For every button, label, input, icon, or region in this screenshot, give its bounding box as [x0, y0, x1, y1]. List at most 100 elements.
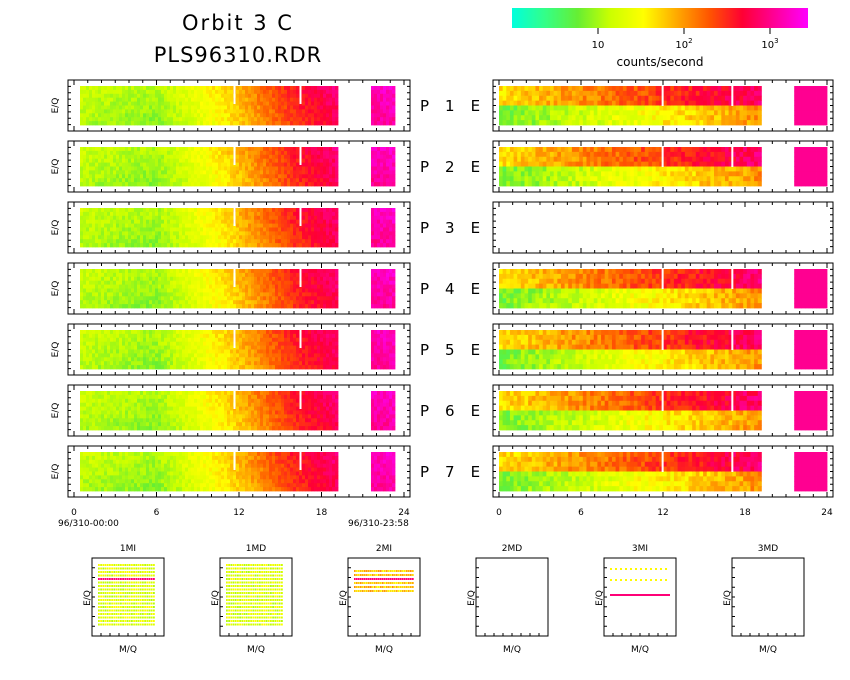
- heatmap-cell: [808, 110, 813, 116]
- heatmap-cell: [808, 86, 813, 92]
- heatmap-cell: [218, 166, 222, 171]
- heatmap-cell: [140, 288, 144, 293]
- heatmap-cell: [386, 174, 390, 179]
- heatmap-cell: [119, 211, 123, 217]
- heatmap-cell: [266, 147, 270, 152]
- heatmap-cell: [260, 178, 264, 183]
- heatmap-cell: [615, 115, 620, 121]
- heatmap-cell: [377, 166, 381, 171]
- heatmap-cell: [146, 117, 150, 122]
- heatmap-cell: [272, 231, 276, 236]
- heatmap-cell: [197, 89, 201, 95]
- heatmap-cell: [386, 101, 390, 106]
- heatmap-cell: [314, 89, 318, 95]
- heatmap-cell: [392, 147, 396, 152]
- heatmap-cell: [161, 227, 165, 232]
- heatmap-cell: [630, 115, 635, 121]
- heatmap-cell: [724, 95, 729, 102]
- heatmap-cell: [125, 235, 129, 240]
- heatmap-cell: [227, 97, 231, 102]
- heatmap-cell: [560, 115, 565, 121]
- heatmap-cell: [107, 158, 111, 163]
- heatmap-cell: [611, 95, 617, 102]
- heatmap-cell: [248, 223, 252, 228]
- heatmap-cell: [746, 90, 751, 97]
- heatmap-cell: [524, 171, 529, 177]
- heatmap-cell: [663, 151, 668, 158]
- heatmap-cell: [197, 150, 201, 156]
- heatmap-cell: [801, 110, 806, 116]
- heatmap-cell: [254, 211, 258, 217]
- heatmap-cell: [266, 117, 270, 122]
- heatmap-cell: [299, 105, 303, 110]
- heatmap-cell: [191, 158, 195, 163]
- heatmap-cell: [528, 100, 533, 106]
- heatmap-cell: [146, 105, 150, 110]
- heatmap-cell: [92, 97, 96, 102]
- heatmap-cell: [170, 170, 174, 175]
- heatmap-cell: [332, 158, 336, 163]
- heatmap-cell: [110, 174, 114, 179]
- heatmap-cell: [113, 280, 117, 285]
- heatmap-cell: [143, 280, 147, 285]
- heatmap-cell: [377, 215, 381, 221]
- heatmap-cell: [663, 161, 668, 167]
- heatmap-cell: [311, 154, 315, 160]
- heatmap-cell: [332, 86, 336, 91]
- heatmap-cell: [194, 280, 198, 285]
- p-panel-ylabel: E/Q: [51, 159, 61, 175]
- heatmap-cell: [284, 178, 288, 183]
- heatmap-cell: [323, 117, 327, 122]
- heatmap-cell: [290, 231, 294, 236]
- heatmap-cell: [98, 121, 102, 126]
- heatmap-cell: [98, 272, 102, 278]
- heatmap-cell: [83, 292, 87, 297]
- heatmap-cell: [221, 109, 225, 114]
- heatmap-cell: [206, 154, 210, 160]
- heatmap-cell: [242, 105, 246, 110]
- heatmap-cell: [260, 109, 264, 114]
- heatmap-cell: [290, 121, 294, 126]
- heatmap-cell: [299, 109, 303, 114]
- heatmap-cell: [619, 156, 624, 163]
- heatmap-cell: [203, 97, 207, 102]
- heatmap-cell: [637, 100, 642, 106]
- heatmap-cell: [611, 161, 617, 167]
- heatmap-cell: [161, 304, 165, 309]
- heatmap-cell: [110, 86, 114, 91]
- heatmap-cell: [622, 166, 627, 172]
- heatmap-cell: [263, 235, 267, 240]
- heatmap-cell: [710, 166, 715, 172]
- heatmap-cell: [586, 105, 591, 111]
- heatmap-cell: [116, 158, 120, 163]
- heatmap-cell: [185, 296, 189, 301]
- heatmap-cell: [227, 101, 231, 106]
- heatmap-cell: [575, 100, 580, 106]
- heatmap-cell: [314, 243, 318, 248]
- heatmap-cell: [122, 227, 126, 232]
- heatmap-cell: [586, 100, 591, 106]
- heatmap-cell: [224, 211, 228, 217]
- heatmap-cell: [203, 170, 207, 175]
- heatmap-cell: [326, 117, 330, 122]
- heatmap-cell: [681, 105, 686, 111]
- heatmap-cell: [89, 170, 93, 175]
- heatmap-cell: [221, 215, 225, 221]
- heatmap-cell: [173, 162, 177, 167]
- heatmap-cell: [823, 151, 828, 158]
- heatmap-cell: [179, 147, 183, 152]
- heatmap-cell: [200, 208, 204, 213]
- heatmap-cell: [239, 101, 243, 106]
- heatmap-cell: [531, 181, 536, 187]
- heatmap-cell: [520, 90, 525, 97]
- heatmap-cell: [302, 235, 306, 240]
- heatmap-cell: [386, 243, 390, 248]
- heatmap-cell: [278, 243, 282, 248]
- heatmap-cell: [389, 150, 393, 156]
- heatmap-cell: [692, 176, 697, 182]
- heatmap-cell: [311, 162, 315, 167]
- heatmap-cell: [185, 272, 189, 278]
- heatmap-cell: [119, 89, 123, 95]
- heatmap-cell: [215, 272, 219, 278]
- heatmap-cell: [209, 97, 213, 102]
